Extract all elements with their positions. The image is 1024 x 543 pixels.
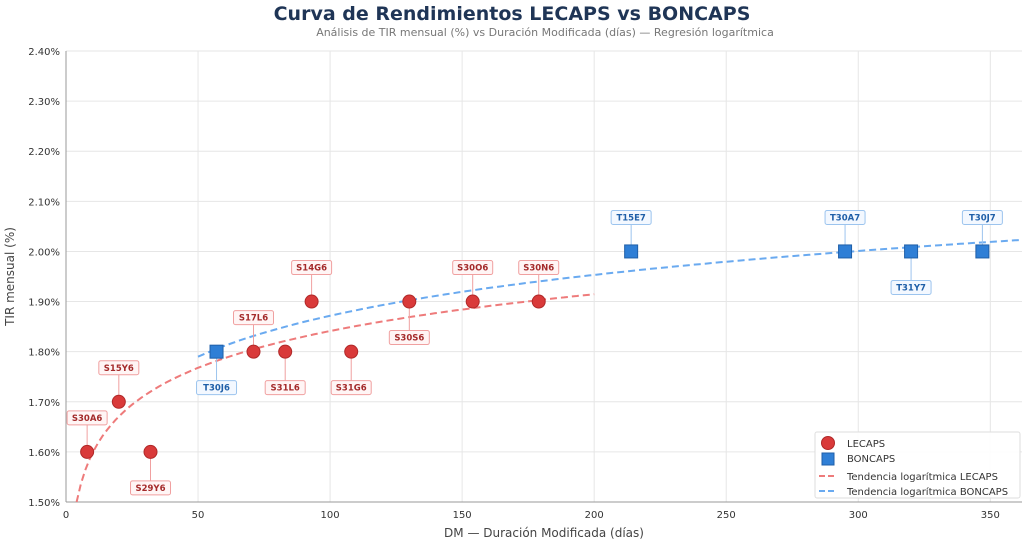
point-label: S15Y6 (104, 364, 134, 374)
legend-trendline-label: Tendencia logarítmica LECAPS (846, 471, 998, 483)
x-tick-label: 350 (981, 510, 1000, 521)
legend-boncaps-marker (821, 452, 835, 466)
lecaps-point (402, 294, 417, 309)
legend-box (814, 431, 1021, 499)
point-label: T30J6 (203, 384, 230, 394)
point-label: S29Y6 (135, 484, 165, 494)
x-tick-label: 50 (192, 510, 205, 521)
x-tick-label: 300 (849, 510, 868, 521)
y-tick-label: 2.30% (28, 97, 60, 108)
label-box (388, 330, 430, 346)
y-tick-label: 2.10% (28, 197, 60, 208)
y-tick-label: 2.40% (28, 47, 60, 58)
y-tick-label: 1.90% (28, 298, 60, 309)
label-box (233, 310, 275, 326)
x-tick-label: 0 (63, 510, 69, 521)
y-axis-label: TIR mensual (%) (3, 227, 17, 327)
x-tick-label: 200 (585, 510, 604, 521)
point-label: T30A7 (830, 213, 860, 223)
point-label: T15E7 (616, 213, 645, 223)
label-box (130, 480, 172, 496)
point-label: S30S6 (394, 334, 424, 344)
boncaps-point (904, 244, 919, 259)
label-box (824, 209, 866, 225)
boncaps-point (209, 344, 224, 359)
y-tick-label: 1.70% (28, 398, 60, 409)
y-tick-label: 2.00% (28, 247, 60, 258)
lecaps-point (111, 394, 126, 409)
point-label: T30J7 (969, 213, 996, 223)
label-box (452, 260, 494, 276)
label-box (291, 260, 333, 276)
legend-boncaps-label: BONCAPS (847, 454, 895, 465)
legend-trendline-label: Tendencia logarítmica BONCAPS (846, 486, 1008, 498)
point-label: S17L6 (239, 314, 268, 324)
boncaps-point (975, 244, 990, 259)
label-box (330, 380, 372, 396)
label-box (961, 209, 1003, 225)
point-label: S30A6 (72, 414, 103, 424)
y-tick-label: 1.50% (28, 498, 60, 509)
lecaps-point (304, 294, 319, 309)
lecaps-point (344, 344, 359, 359)
chart-subtitle: Análisis de TIR mensual (%) vs Duración … (316, 26, 774, 39)
label-box (66, 410, 108, 426)
point-label: S31G6 (336, 384, 367, 394)
label-box (196, 380, 238, 396)
label-box (610, 209, 652, 225)
boncaps-trendline (197, 238, 1023, 358)
boncaps-point (838, 244, 853, 259)
boncaps-point (624, 244, 639, 259)
point-label: S30O6 (457, 264, 488, 274)
point-label: S30N6 (523, 264, 554, 274)
lecaps-point (143, 444, 158, 459)
legend-lecaps-label: LECAPS (847, 439, 885, 450)
lecaps-point (278, 344, 293, 359)
lecaps-point (531, 294, 546, 309)
y-tick-label: 1.80% (28, 348, 60, 359)
x-tick-label: 150 (453, 510, 472, 521)
lecaps-point (80, 444, 95, 459)
legend-lecaps-marker (821, 436, 835, 450)
lecaps-trendline (75, 293, 595, 503)
lecaps-point (246, 344, 261, 359)
point-label: S31L6 (271, 384, 300, 394)
lecaps-point (465, 294, 480, 309)
y-tick-label: 1.60% (28, 448, 60, 459)
point-label: T31Y7 (896, 283, 926, 293)
point-label: S14G6 (296, 264, 327, 274)
label-box (98, 360, 140, 376)
x-tick-label: 250 (717, 510, 736, 521)
label-box (518, 260, 560, 276)
label-box (264, 380, 306, 396)
chart-title: Curva de Rendimientos LECAPS vs BONCAPS (273, 3, 751, 25)
x-axis-label: DM — Duración Modificada (días) (444, 526, 644, 540)
label-box (890, 279, 932, 295)
x-tick-label: 100 (321, 510, 340, 521)
y-tick-label: 2.20% (28, 147, 60, 158)
